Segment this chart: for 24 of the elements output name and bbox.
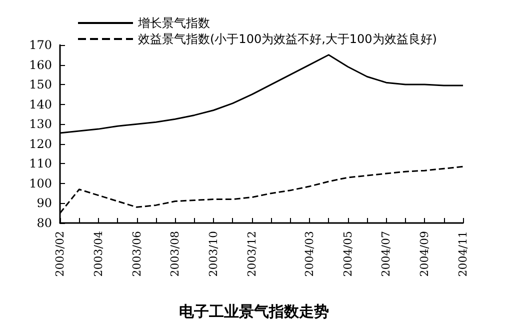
x-tick-label: 2003/06 (130, 231, 144, 277)
x-tick-label: 2003/02 (54, 231, 66, 277)
legend-label: 增长景气指数 (137, 16, 210, 30)
y-tick-label: 160 (29, 58, 52, 72)
x-tick-label: 2003/08 (168, 231, 182, 277)
x-tick-label: 2004/07 (380, 231, 393, 277)
legend-label: 效益景气指数(小于100为效益不好,大于100为效益良好) (138, 32, 437, 46)
text: 电子工业景气指数走势 (179, 302, 329, 320)
x-tick-label: 2004/11 (456, 231, 470, 277)
x-tick-label: 2003/12 (245, 231, 258, 277)
y-tick-label: 140 (29, 97, 52, 112)
y-tick-label: 170 (29, 38, 52, 52)
y-tick-label: 90 (36, 196, 52, 210)
y-tick-label: 110 (29, 156, 52, 171)
x-tick-label: 2003/10 (207, 231, 220, 277)
x-tick-label: 2004/09 (418, 231, 432, 277)
x-tick-label: 2003/04 (92, 231, 105, 277)
x-tick-label: 2004/03 (302, 231, 316, 277)
y-tick-label: 130 (29, 117, 52, 132)
y-tick-label: 150 (29, 78, 52, 92)
x-tick-label: 2004/05 (341, 231, 354, 277)
y-tick-label: 120 (29, 136, 52, 151)
y-tick-label: 80 (36, 216, 52, 230)
y-tick-label: 100 (29, 176, 52, 190)
